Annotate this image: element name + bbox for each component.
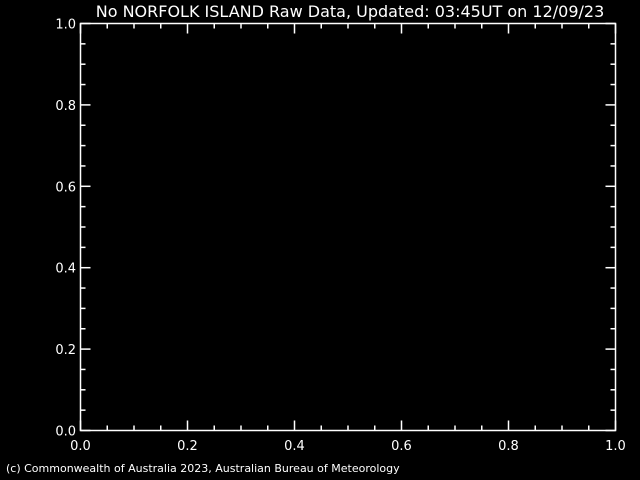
x-tick-label: 1.0 <box>605 439 626 454</box>
chart-title: No NORFOLK ISLAND Raw Data, Updated: 03:… <box>95 2 605 21</box>
x-tick-label: 0.2 <box>177 439 198 454</box>
y-tick-label: 0.8 <box>55 99 76 114</box>
x-tick-label: 0.6 <box>391 439 412 454</box>
x-tick-label: 0.0 <box>70 439 91 454</box>
y-tick-label: 0.0 <box>55 425 76 440</box>
x-tick-label: 0.4 <box>284 439 305 454</box>
x-tick-label: 0.8 <box>498 439 519 454</box>
y-tick-label: 0.4 <box>55 262 76 277</box>
y-tick-label: 0.2 <box>55 343 76 358</box>
y-tick-label: 0.6 <box>55 180 76 195</box>
plot-frame <box>79 22 617 432</box>
y-tick-label: 1.0 <box>55 18 76 33</box>
copyright-footer: (c) Commonwealth of Australia 2023, Aust… <box>6 462 400 475</box>
